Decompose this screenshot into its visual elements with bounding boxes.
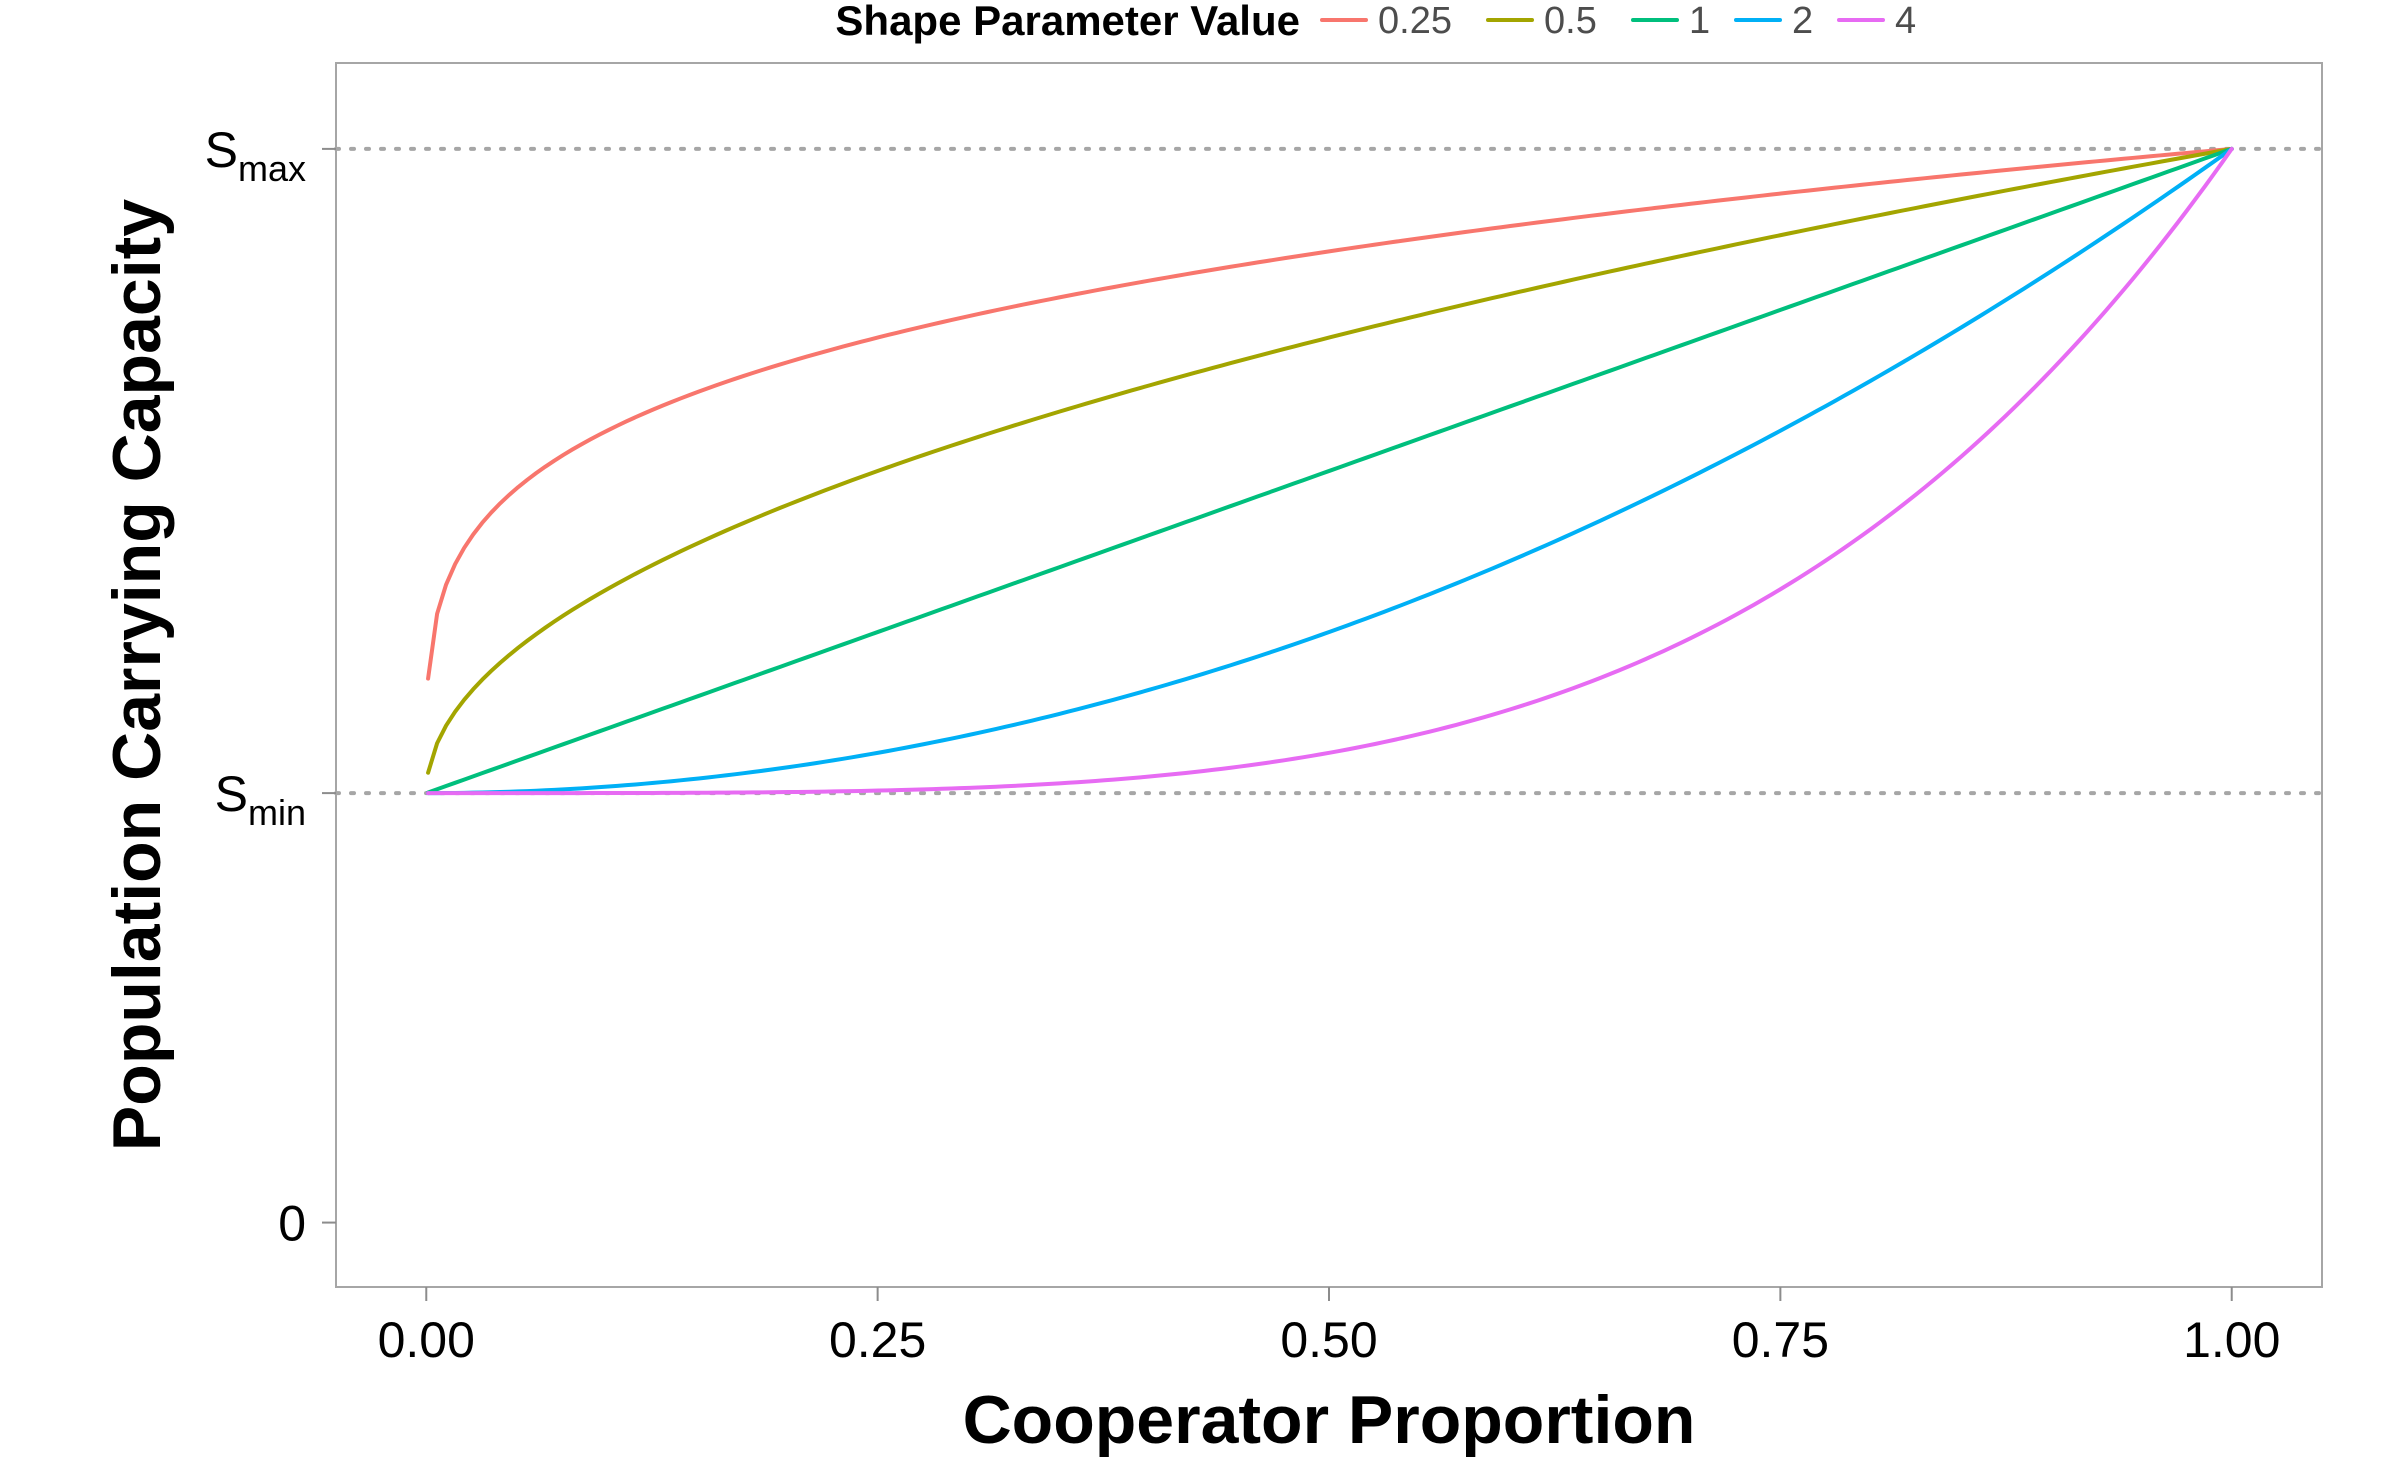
legend-label: 0.25: [1378, 0, 1452, 42]
legend-label: 0.5: [1544, 0, 1597, 42]
y-axis-title: Population Carrying Capacity: [99, 199, 175, 1151]
series-line-4: [426, 146, 2234, 796]
y-axis: 0 Smin Smax: [205, 122, 336, 1252]
series-line-2: [426, 146, 2234, 796]
series-line-1: [426, 146, 2234, 795]
series-layer: [426, 146, 2234, 796]
x-tick-label: 0.50: [1280, 1312, 1377, 1368]
legend-label: 2: [1792, 0, 1813, 42]
series-line-0-25: [426, 146, 2234, 681]
series-line-0-5: [426, 146, 2234, 775]
y-tick-label: Smin: [215, 766, 306, 833]
legend-label: 4: [1895, 0, 1916, 42]
legend-label: 1: [1689, 0, 1710, 42]
legend: Shape Parameter Value 0.25 0.5 1 2 4: [835, 0, 1916, 44]
legend-title: Shape Parameter Value: [835, 0, 1300, 44]
x-tick-label: 0.75: [1732, 1312, 1829, 1368]
y-tick-label: 0: [278, 1196, 306, 1252]
plot-panel: [335, 62, 2323, 1288]
x-axis: 0.00 0.25 0.50 0.75 1.00: [378, 1287, 2280, 1368]
x-tick-label: 0.25: [829, 1312, 926, 1368]
legend-items: 0.25 0.5 1 2 4: [1320, 0, 1916, 42]
x-axis-title: Cooperator Proportion: [963, 1382, 1696, 1458]
y-tick-label: Smax: [205, 122, 306, 189]
x-tick-label: 0.00: [378, 1312, 475, 1368]
x-tick-label: 1.00: [2183, 1312, 2280, 1368]
